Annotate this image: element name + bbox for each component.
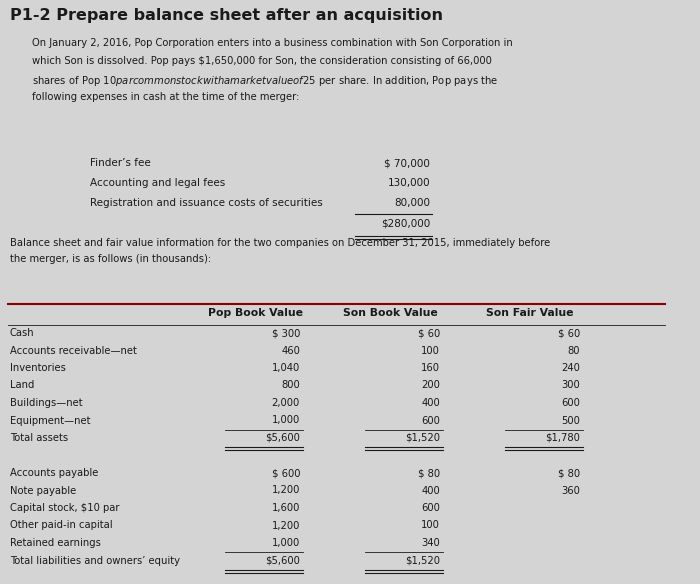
- Text: 800: 800: [281, 381, 300, 391]
- Text: the merger, is as follows (in thousands):: the merger, is as follows (in thousands)…: [10, 254, 211, 264]
- Text: shares of Pop $10 par common stock with a market value of $25 per share. In addi: shares of Pop $10 par common stock with …: [32, 74, 498, 88]
- Text: 600: 600: [421, 503, 440, 513]
- Text: Balance sheet and fair value information for the two companies on December 31, 2: Balance sheet and fair value information…: [10, 238, 550, 248]
- Text: 1,000: 1,000: [272, 538, 300, 548]
- Text: 100: 100: [421, 520, 440, 530]
- Text: 460: 460: [281, 346, 300, 356]
- Text: $ 300: $ 300: [272, 328, 300, 338]
- Text: 600: 600: [421, 415, 440, 426]
- Text: Land: Land: [10, 381, 34, 391]
- Text: Accounting and legal fees: Accounting and legal fees: [90, 178, 225, 188]
- Text: $ 60: $ 60: [558, 328, 580, 338]
- Text: $1,520: $1,520: [405, 433, 440, 443]
- Text: $ 80: $ 80: [418, 468, 440, 478]
- Text: 340: 340: [421, 538, 440, 548]
- Text: $ 60: $ 60: [418, 328, 440, 338]
- Text: 160: 160: [421, 363, 440, 373]
- Text: Son Book Value: Son Book Value: [342, 308, 438, 318]
- Text: $1,520: $1,520: [405, 555, 440, 565]
- Text: $ 80: $ 80: [558, 468, 580, 478]
- Text: Retained earnings: Retained earnings: [10, 538, 101, 548]
- Text: 130,000: 130,000: [387, 178, 430, 188]
- Text: Equipment—net: Equipment—net: [10, 415, 90, 426]
- Text: 1,200: 1,200: [272, 520, 300, 530]
- Text: 1,040: 1,040: [272, 363, 300, 373]
- Text: 80,000: 80,000: [394, 198, 430, 208]
- Text: $280,000: $280,000: [381, 218, 430, 228]
- Text: $5,600: $5,600: [265, 433, 300, 443]
- Text: 400: 400: [421, 485, 440, 495]
- Text: 2,000: 2,000: [272, 398, 300, 408]
- Text: 1,200: 1,200: [272, 485, 300, 495]
- Text: 1,600: 1,600: [272, 503, 300, 513]
- Text: On January 2, 2016, Pop Corporation enters into a business combination with Son : On January 2, 2016, Pop Corporation ente…: [32, 38, 512, 48]
- Text: which Son is dissolved. Pop pays $1,650,000 for Son, the consideration consistin: which Son is dissolved. Pop pays $1,650,…: [32, 56, 492, 66]
- Text: $ 70,000: $ 70,000: [384, 158, 430, 168]
- Text: 500: 500: [561, 415, 580, 426]
- Text: following expenses in cash at the time of the merger:: following expenses in cash at the time o…: [32, 92, 300, 102]
- Text: Accounts payable: Accounts payable: [10, 468, 99, 478]
- Text: $ 600: $ 600: [272, 468, 300, 478]
- Text: 80: 80: [568, 346, 580, 356]
- Text: Inventories: Inventories: [10, 363, 66, 373]
- Text: 100: 100: [421, 346, 440, 356]
- Text: Total assets: Total assets: [10, 433, 68, 443]
- Text: 200: 200: [421, 381, 440, 391]
- Text: $1,780: $1,780: [545, 433, 580, 443]
- Text: Son Fair Value: Son Fair Value: [486, 308, 574, 318]
- Text: Cash: Cash: [10, 328, 34, 338]
- Text: 1,000: 1,000: [272, 415, 300, 426]
- Text: 400: 400: [421, 398, 440, 408]
- Text: P1-2 Prepare balance sheet after an acquisition: P1-2 Prepare balance sheet after an acqu…: [10, 8, 443, 23]
- Text: 300: 300: [561, 381, 580, 391]
- Text: 240: 240: [561, 363, 580, 373]
- Text: Other paid-in capital: Other paid-in capital: [10, 520, 113, 530]
- Text: Buildings—net: Buildings—net: [10, 398, 83, 408]
- Text: Finder’s fee: Finder’s fee: [90, 158, 150, 168]
- Text: Total liabilities and owners’ equity: Total liabilities and owners’ equity: [10, 555, 180, 565]
- Text: 600: 600: [561, 398, 580, 408]
- Text: Registration and issuance costs of securities: Registration and issuance costs of secur…: [90, 198, 323, 208]
- Text: Pop Book Value: Pop Book Value: [207, 308, 302, 318]
- Text: Capital stock, $10 par: Capital stock, $10 par: [10, 503, 120, 513]
- Text: 360: 360: [561, 485, 580, 495]
- Text: Accounts receivable—net: Accounts receivable—net: [10, 346, 137, 356]
- Text: $5,600: $5,600: [265, 555, 300, 565]
- Text: Note payable: Note payable: [10, 485, 76, 495]
